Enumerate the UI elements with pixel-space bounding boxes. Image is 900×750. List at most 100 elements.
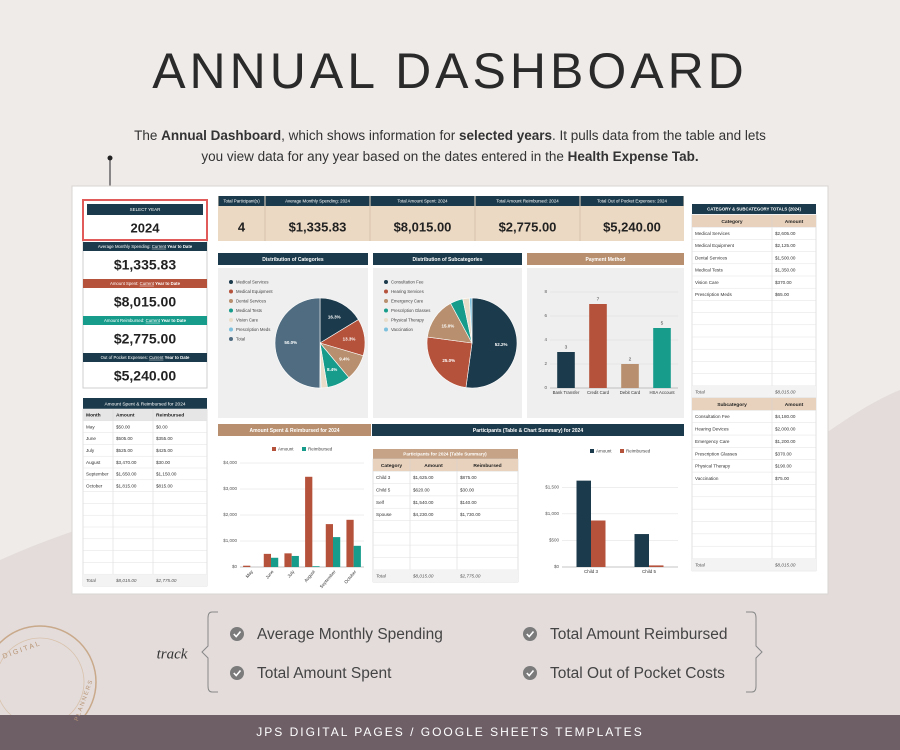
table-cell: $505.00 (116, 436, 133, 441)
table-cell: Spouse (376, 512, 392, 517)
kpi-label-underlined: Current (152, 244, 167, 249)
table-cell: Child 3 (376, 475, 391, 480)
bar (353, 545, 361, 567)
table-cell: Emergency Care (695, 439, 730, 444)
summary-label-strip (370, 196, 475, 206)
legend-swatch (384, 327, 388, 332)
table-cell: $3,470.00 (116, 460, 137, 465)
legend-swatch (229, 299, 233, 303)
pie-slice (469, 297, 473, 344)
legend-label: Reimbursed (308, 446, 333, 451)
table-total-row (373, 569, 518, 582)
table-column-header: Reimbursed (473, 463, 501, 469)
check-mark (526, 669, 535, 677)
bar-value-label: 5 (661, 320, 664, 326)
table-total-cell: $8,015.00 (412, 574, 434, 579)
table-cell: August (86, 460, 101, 465)
legend-label: Prescription Meds (236, 327, 270, 332)
table-cell: Prescription Glasses (695, 451, 738, 456)
legend-label: Vaccination (391, 327, 414, 332)
kpi-label: Out of Pocket Expenses: Current Year to … (101, 355, 190, 360)
table-cell: May (86, 424, 95, 429)
table-cell: $1,350.00 (775, 268, 796, 273)
feature-item: Total Out of Pocket Costs (550, 665, 725, 682)
table-cell: October (86, 483, 103, 488)
kpi-label-text: Amount Reimbursed: (104, 318, 144, 323)
legend-label: Dental Services (236, 299, 266, 304)
bar (263, 553, 271, 567)
kpi-label-text: Average Monthly Spending: (98, 244, 151, 249)
table-column-header: Amount (785, 402, 804, 408)
kpi-label-rest: Year to Date (161, 318, 186, 323)
chart-title: Participants (Table & Chart Summary) for… (473, 428, 583, 434)
x-tick-label: Debit Card (620, 390, 641, 395)
table-total-row (692, 558, 816, 571)
chart-header (372, 424, 684, 436)
table-column-header: Amount (424, 463, 443, 469)
table-cell: $425.00 (156, 448, 173, 453)
table-header (373, 459, 518, 472)
totals-table-title: CATEGORY & SUBCATEGORY TOTALS (2024) (707, 207, 801, 212)
check-icon (230, 627, 244, 641)
bar (589, 304, 607, 388)
bar (576, 480, 591, 567)
chart-header (527, 253, 684, 265)
features-lead: track (157, 646, 188, 662)
description-segment: Annual Dashboard (161, 128, 281, 143)
bar (621, 364, 639, 388)
table-cell: $525.00 (116, 448, 133, 453)
y-tick-label: $1,500 (545, 484, 559, 489)
table-total-cell: Total (376, 574, 387, 579)
table-total-cell: Total (695, 390, 706, 395)
summary-label-strip (218, 196, 265, 206)
y-tick-label: $4,000 (223, 460, 237, 465)
table-cell: $75.00 (775, 476, 789, 481)
legend-swatch (384, 318, 388, 322)
legend-label: Emergency Care (391, 299, 424, 304)
bar (333, 537, 341, 567)
legend-label: Medical Equipment (236, 289, 273, 294)
legend-label: Reimbursed (626, 448, 651, 453)
table-cell: $4,230.00 (413, 512, 434, 517)
legend-label: Prescription Glasses (391, 308, 430, 313)
legend-swatch (384, 289, 388, 294)
pie-value-label: 52.2% (495, 342, 508, 347)
summary-label: Total Amount Reimbursed: 2024 (496, 199, 559, 204)
bar (346, 519, 354, 567)
monthly-table-title: Amount Spent & Reimbursed for 2024 (104, 401, 185, 407)
pie-value-label: 13.3% (343, 336, 356, 341)
bar (653, 328, 671, 388)
y-tick-label: $1,000 (223, 538, 237, 543)
y-tick-label: 2 (544, 361, 547, 366)
kpi-value: $2,775.00 (114, 331, 176, 347)
table-column-header: Amount (785, 219, 804, 225)
table-header (692, 215, 816, 228)
table-cell: Medical Services (695, 231, 730, 236)
chart-header (373, 253, 522, 265)
kpi-strip (83, 353, 207, 362)
pie-slice (426, 336, 473, 388)
footer-bar (0, 715, 900, 750)
table-cell: $1,650.00 (116, 472, 137, 477)
kpi-label-underlined: Current (146, 318, 161, 323)
table-column-header: Reimbursed (156, 413, 184, 419)
totals-table-title-strip (692, 204, 816, 214)
x-tick-label: May (245, 569, 255, 579)
y-tick-label: $3,000 (223, 486, 237, 491)
summary-value: $8,015.00 (394, 219, 452, 234)
bar (557, 352, 575, 388)
table-cell: July (86, 448, 95, 453)
bar (271, 557, 279, 567)
participants-table-title: Participants for 2024 (Table Summary) (403, 452, 487, 457)
summary-label: Total Amount Spent: 2024 (397, 199, 448, 204)
table-column-header: Category (381, 463, 402, 469)
x-tick-label: June (265, 569, 275, 580)
y-tick-label: $500 (549, 538, 560, 543)
legend-label: Consultation Fee (391, 280, 424, 285)
table-cell: $65.00 (775, 292, 789, 297)
feature-item: Total Amount Spent (257, 665, 392, 682)
table-cell: $370.00 (775, 451, 792, 456)
pie-value-label: 9.4% (339, 356, 349, 361)
legend-swatch (620, 449, 624, 453)
